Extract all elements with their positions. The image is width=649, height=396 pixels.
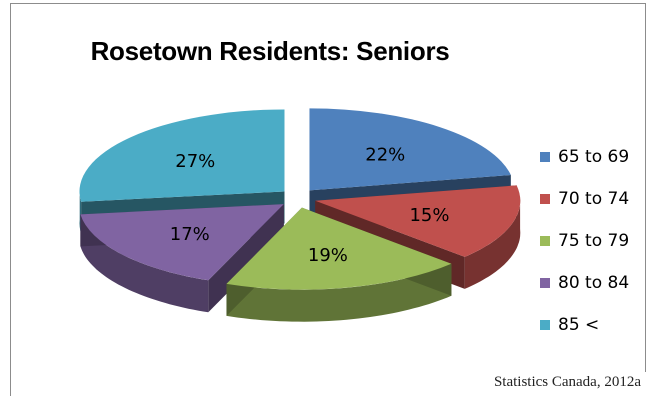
pie-slice: [80, 204, 284, 281]
legend-item: 65 to 69: [540, 147, 629, 167]
legend-item: 70 to 74: [540, 189, 629, 209]
slice-label: 19%: [308, 245, 348, 266]
pie-slice: [79, 109, 285, 202]
slice-label: 27%: [175, 151, 215, 172]
legend-swatch: [540, 152, 550, 162]
legend-swatch: [540, 236, 550, 246]
legend-label: 65 to 69: [558, 147, 630, 167]
pie-slice: [226, 207, 452, 290]
slice-label: 22%: [365, 145, 405, 166]
legend-item: 85 <: [540, 315, 599, 335]
slice-side: [226, 263, 452, 322]
chart-title: Rosetown Residents: Seniors: [90, 36, 450, 66]
legend-item: 80 to 84: [540, 273, 629, 293]
legend-swatch: [540, 278, 550, 288]
legend-label: 70 to 74: [558, 189, 630, 209]
pie-slice: [309, 108, 511, 191]
legend-label: 85 <: [558, 315, 600, 335]
slice-label: 15%: [409, 205, 449, 226]
legend-swatch: [540, 320, 550, 330]
slice-side: [464, 196, 521, 289]
legend-label: 80 to 84: [558, 273, 630, 293]
chart-frame-edge: [10, 371, 11, 396]
legend-label: 75 to 79: [558, 231, 630, 251]
slice-label: 17%: [170, 224, 210, 245]
source-note: Statistics Canada, 2012a: [493, 374, 641, 390]
slice-side: [80, 214, 209, 313]
legend-swatch: [540, 194, 550, 204]
pie-slice: [315, 185, 521, 257]
legend-item: 75 to 79: [540, 231, 629, 251]
